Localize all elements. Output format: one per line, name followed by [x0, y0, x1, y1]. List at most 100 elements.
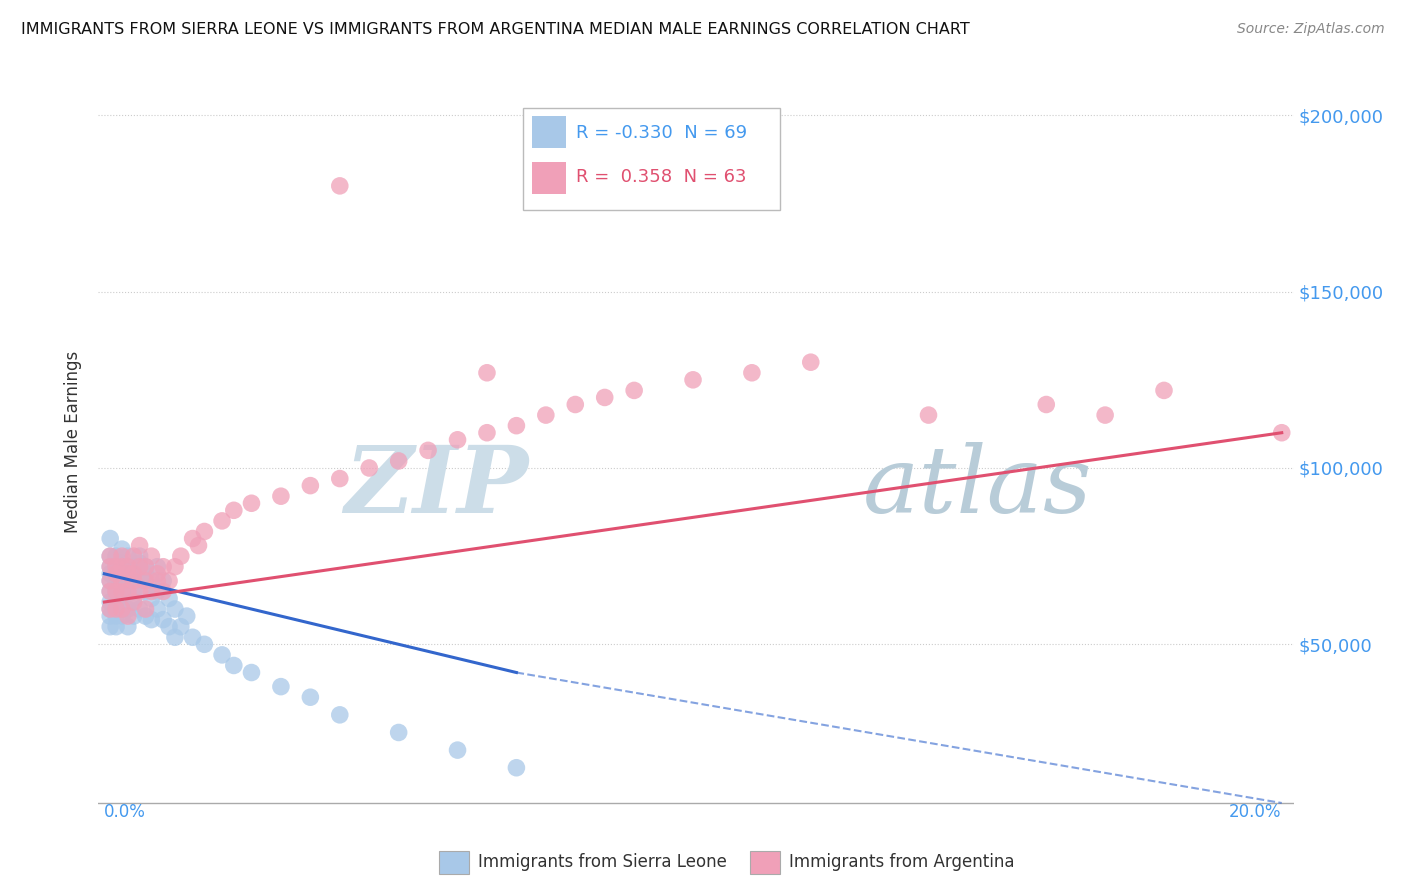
Point [800, 355, 823, 369]
Text: 0.0%: 0.0% [104, 803, 146, 821]
Point [98, 549, 121, 563]
Point [152, 559, 174, 574]
Point [105, 620, 128, 634]
Point [98, 559, 121, 574]
Point [117, 566, 139, 581]
Point [98, 602, 121, 616]
Point [446, 743, 468, 757]
Point [163, 559, 186, 574]
Point [105, 609, 128, 624]
Text: Immigrants from Argentina: Immigrants from Argentina [789, 854, 1015, 871]
Point [122, 595, 145, 609]
Point [388, 454, 411, 468]
Point [388, 725, 411, 739]
Point [211, 648, 233, 662]
Point [1094, 408, 1116, 422]
Point [359, 461, 381, 475]
Point [98, 574, 121, 588]
Point [446, 433, 468, 447]
Point [105, 584, 128, 599]
Point [240, 496, 263, 510]
Point [211, 514, 233, 528]
Point [105, 584, 128, 599]
Point [111, 559, 134, 574]
Text: ZIP: ZIP [344, 442, 529, 532]
Point [329, 707, 352, 722]
Point [475, 425, 498, 440]
Text: atlas: atlas [863, 442, 1092, 532]
FancyBboxPatch shape [533, 116, 565, 148]
Point [111, 556, 134, 570]
Text: 20.0%: 20.0% [1229, 803, 1282, 821]
Point [117, 574, 139, 588]
Point [122, 609, 145, 624]
Point [98, 549, 121, 563]
Point [98, 532, 121, 546]
Point [117, 602, 139, 616]
Point [329, 472, 352, 486]
Point [105, 595, 128, 609]
Point [270, 680, 292, 694]
Point [152, 613, 174, 627]
Point [105, 559, 128, 574]
Point [134, 559, 156, 574]
Point [163, 630, 186, 644]
Point [146, 584, 169, 599]
Point [146, 602, 169, 616]
Point [105, 566, 128, 581]
Point [299, 478, 322, 492]
Point [222, 658, 245, 673]
Point [105, 566, 128, 581]
Point [157, 620, 180, 634]
Point [170, 549, 193, 563]
Point [111, 609, 134, 624]
Point [117, 559, 139, 574]
Point [623, 384, 645, 398]
Point [741, 366, 763, 380]
Point [98, 584, 121, 599]
Point [98, 559, 121, 574]
Point [146, 559, 169, 574]
Point [329, 178, 352, 193]
FancyBboxPatch shape [749, 851, 780, 874]
Point [141, 584, 163, 599]
Point [176, 609, 198, 624]
Point [128, 574, 150, 588]
Point [111, 574, 134, 588]
Y-axis label: Median Male Earnings: Median Male Earnings [65, 351, 83, 533]
Point [98, 620, 121, 634]
Point [117, 609, 139, 624]
Point [1035, 397, 1057, 411]
Point [128, 539, 150, 553]
Point [122, 591, 145, 606]
Point [170, 620, 193, 634]
Point [105, 559, 128, 574]
FancyBboxPatch shape [523, 108, 779, 211]
Point [111, 584, 134, 599]
Point [98, 609, 121, 624]
Point [105, 574, 128, 588]
Point [270, 489, 292, 503]
Point [157, 574, 180, 588]
Point [181, 532, 204, 546]
Point [134, 559, 156, 574]
Point [564, 397, 586, 411]
Point [128, 559, 150, 574]
Point [122, 566, 145, 581]
Point [146, 566, 169, 581]
Point [163, 602, 186, 616]
Point [505, 418, 527, 433]
Point [98, 602, 121, 616]
Point [117, 584, 139, 599]
Point [111, 584, 134, 599]
Point [193, 637, 215, 651]
Point [117, 584, 139, 599]
Text: Source: ZipAtlas.com: Source: ZipAtlas.com [1237, 22, 1385, 37]
Point [128, 556, 150, 570]
Point [122, 559, 145, 574]
FancyBboxPatch shape [533, 161, 565, 194]
Point [128, 584, 150, 599]
Text: R =  0.358  N = 63: R = 0.358 N = 63 [576, 168, 747, 186]
Point [141, 549, 163, 563]
Point [152, 574, 174, 588]
